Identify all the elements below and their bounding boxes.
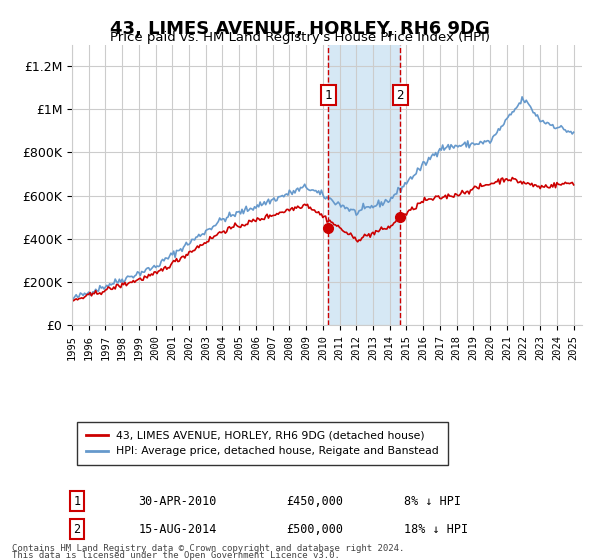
Text: £500,000: £500,000 (286, 522, 343, 536)
Text: 30-APR-2010: 30-APR-2010 (139, 494, 217, 508)
Text: 43, LIMES AVENUE, HORLEY, RH6 9DG: 43, LIMES AVENUE, HORLEY, RH6 9DG (110, 20, 490, 38)
Text: 1: 1 (325, 88, 332, 102)
Text: 1: 1 (74, 494, 80, 508)
Bar (328, 45, 400, 325)
Text: 8% ↓ HPI: 8% ↓ HPI (404, 494, 461, 508)
Text: This data is licensed under the Open Government Licence v3.0.: This data is licensed under the Open Gov… (12, 551, 340, 560)
Text: 2: 2 (397, 88, 404, 102)
Text: £450,000: £450,000 (286, 494, 343, 508)
Legend: 43, LIMES AVENUE, HORLEY, RH6 9DG (detached house), HPI: Average price, detached: 43, LIMES AVENUE, HORLEY, RH6 9DG (detac… (77, 422, 448, 465)
Text: 15-AUG-2014: 15-AUG-2014 (139, 522, 217, 536)
Text: 18% ↓ HPI: 18% ↓ HPI (404, 522, 467, 536)
Text: Contains HM Land Registry data © Crown copyright and database right 2024.: Contains HM Land Registry data © Crown c… (12, 544, 404, 553)
Text: Price paid vs. HM Land Registry's House Price Index (HPI): Price paid vs. HM Land Registry's House … (110, 31, 490, 44)
Text: 2: 2 (74, 522, 80, 536)
